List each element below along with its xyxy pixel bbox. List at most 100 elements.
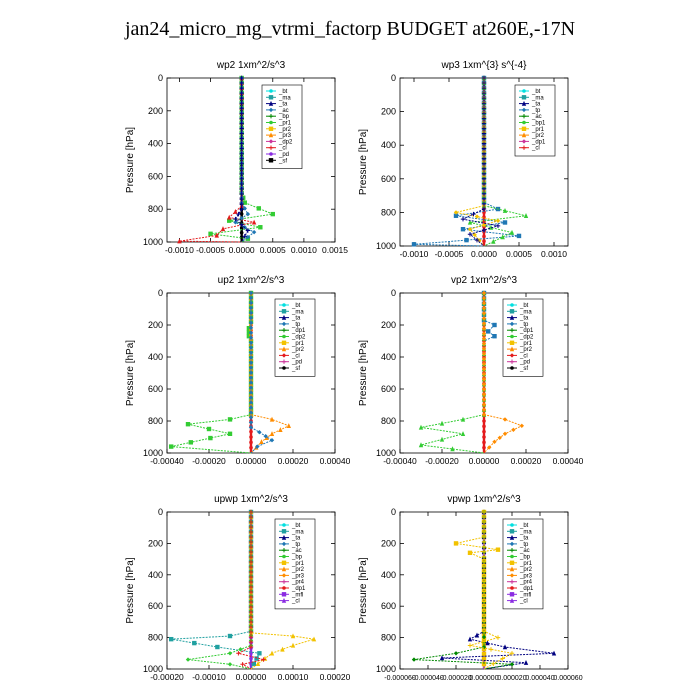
data-point xyxy=(248,290,254,296)
data-point xyxy=(502,208,508,213)
data-point xyxy=(474,214,480,219)
data-point xyxy=(481,300,487,306)
legend-marker xyxy=(509,340,515,345)
data-point xyxy=(523,213,529,218)
data-point xyxy=(481,131,487,136)
data-point xyxy=(464,237,469,243)
legend-entry: _ta xyxy=(291,536,301,542)
data-point xyxy=(177,238,182,244)
x-tick-label: -0.00020 xyxy=(192,456,226,466)
data-point xyxy=(481,321,487,326)
data-point xyxy=(239,95,244,101)
data-point xyxy=(509,651,515,656)
data-point xyxy=(485,640,490,646)
data-point xyxy=(269,438,275,443)
panel-vp2: vp2 1xm^2/s^3 Pressure [hPa] 0 200 400 600 800… xyxy=(358,275,584,466)
data-point xyxy=(248,410,254,415)
y-tick-label: 400 xyxy=(381,352,396,362)
data-point xyxy=(259,439,264,444)
data-point xyxy=(481,589,487,594)
data-point xyxy=(239,161,244,166)
data-point xyxy=(467,643,473,648)
y-tick-label: 600 xyxy=(381,174,396,184)
data-point xyxy=(227,431,233,436)
data-point xyxy=(270,211,275,217)
x-tick-label: -0.00040 xyxy=(150,456,184,466)
data-point xyxy=(269,650,275,656)
legend-entry: _ta xyxy=(531,102,541,108)
y-axis-label: Pressure [hPa] xyxy=(358,340,369,406)
x-tick-label: 0.0005 xyxy=(506,249,532,259)
legend-marker xyxy=(509,359,515,364)
x-tick-label: 0.0000 xyxy=(471,249,497,259)
legend-entry: _ta xyxy=(291,316,301,322)
legend-marker xyxy=(509,529,515,534)
data-point xyxy=(481,544,487,550)
legend-marker xyxy=(510,586,514,590)
data-point xyxy=(487,445,492,450)
data-point xyxy=(169,636,174,642)
data-point xyxy=(481,619,487,624)
data-point xyxy=(439,420,445,426)
legend-entry: _cl xyxy=(519,353,528,359)
y-tick-label: 200 xyxy=(381,107,396,117)
data-point xyxy=(481,106,487,111)
legend-entry: _cl xyxy=(291,353,300,359)
data-point xyxy=(495,218,501,223)
data-point xyxy=(460,227,466,232)
y-tick-label: 0 xyxy=(391,73,396,83)
series-_pr1 xyxy=(453,75,501,247)
legend-marker xyxy=(509,566,515,572)
legend-marker xyxy=(281,579,287,584)
legend-entry: _ma xyxy=(519,529,532,535)
legend-entry: _dp2 xyxy=(519,335,534,341)
data-point xyxy=(248,589,254,595)
data-point xyxy=(248,619,254,625)
y-tick-label: 400 xyxy=(148,139,163,149)
legend-marker xyxy=(268,100,274,106)
data-point xyxy=(502,431,508,436)
data-point xyxy=(481,90,487,96)
data-point xyxy=(236,651,241,656)
data-point xyxy=(511,427,516,432)
data-point xyxy=(220,226,226,232)
data-point xyxy=(254,656,259,661)
legend-entry: _sf xyxy=(278,158,287,164)
series-_dp1 xyxy=(236,509,266,670)
legend-entry: _dp1 xyxy=(531,139,546,145)
data-point xyxy=(467,636,473,642)
legend-entry: _ta xyxy=(278,102,288,108)
data-point xyxy=(411,242,417,247)
data-point xyxy=(248,380,254,385)
data-point xyxy=(481,295,487,301)
data-point xyxy=(239,171,244,177)
series-_ta xyxy=(460,75,501,247)
legend-marker xyxy=(281,560,287,565)
data-point xyxy=(248,345,254,350)
data-point xyxy=(477,238,482,243)
data-point xyxy=(481,584,487,589)
data-point xyxy=(249,656,253,661)
data-point xyxy=(502,644,508,650)
legend-marker xyxy=(282,554,286,559)
series-line xyxy=(455,512,499,669)
y-tick-label: 600 xyxy=(148,171,163,181)
legend-marker xyxy=(281,314,287,320)
legend-entry: _dp2 xyxy=(278,139,293,145)
legend-marker xyxy=(269,120,273,125)
plot-frame xyxy=(166,77,336,243)
data-point xyxy=(481,574,487,579)
data-point xyxy=(227,633,233,639)
data-point xyxy=(239,226,244,230)
data-point xyxy=(248,639,254,645)
data-point xyxy=(248,624,254,630)
data-point xyxy=(264,435,269,440)
series-_bp xyxy=(411,509,515,670)
legend: _bt_ma_ta_tp_ac_bp_pr1_pr2_pr3_pr4_dp1_m… xyxy=(274,518,316,610)
data-point xyxy=(248,569,254,575)
legend-entry: _cl xyxy=(531,146,540,152)
data-point xyxy=(248,310,254,316)
legend-marker xyxy=(268,145,274,150)
data-point xyxy=(495,223,501,229)
data-point xyxy=(481,656,487,662)
